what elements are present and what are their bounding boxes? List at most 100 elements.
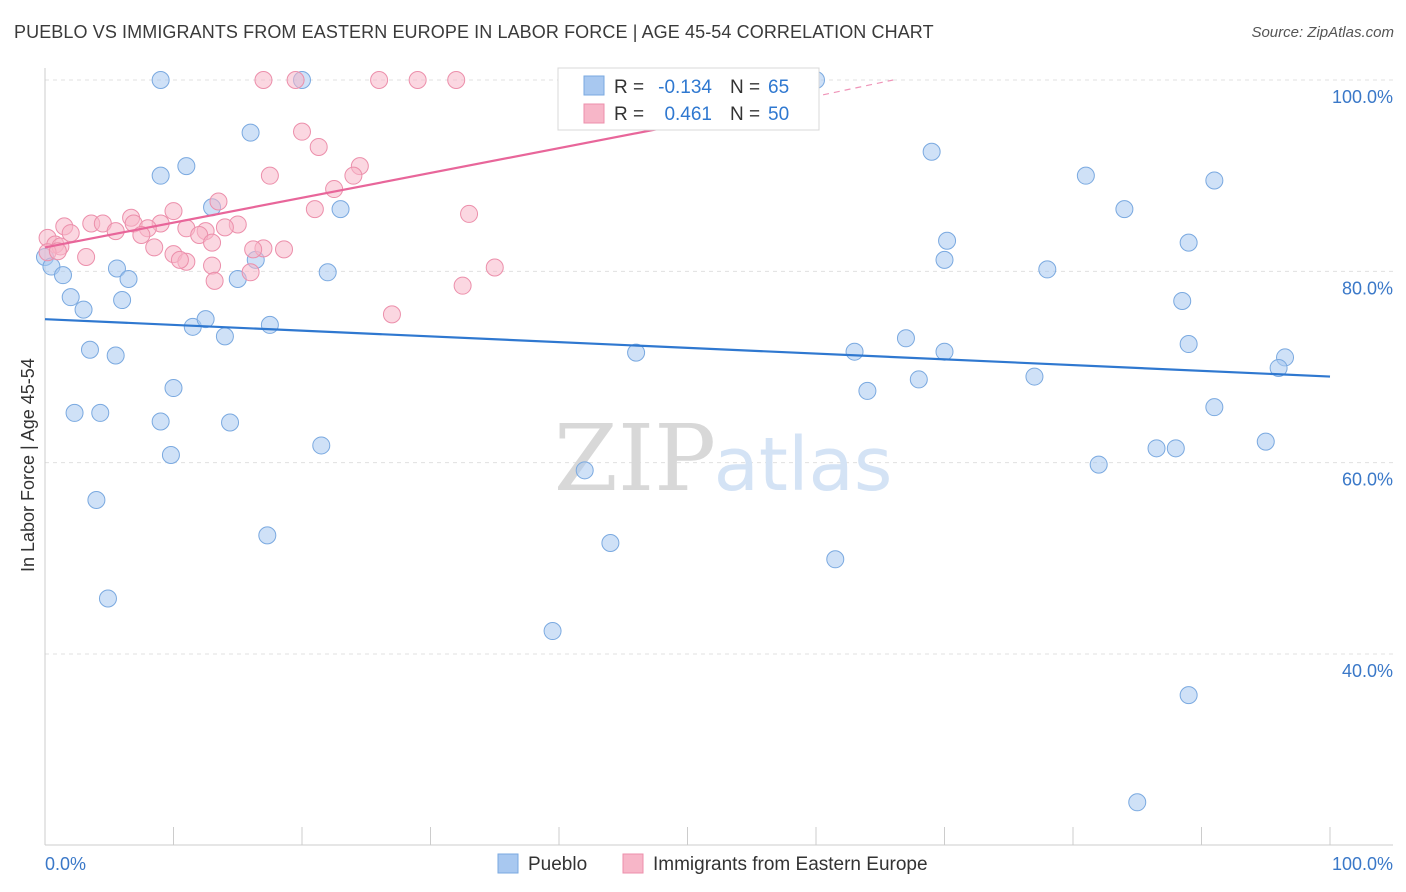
stats-n-value-1: 50 — [768, 104, 789, 125]
immigrants-point — [325, 180, 344, 199]
pueblo-point — [1038, 260, 1057, 279]
pueblo-point — [1269, 358, 1288, 377]
immigrants-point — [344, 166, 363, 185]
pueblo-point — [113, 291, 132, 310]
immigrants-point — [164, 202, 183, 221]
pueblo-point — [215, 327, 234, 346]
pueblo-point — [601, 534, 620, 553]
immigrants-point — [244, 240, 263, 259]
stats-r-value-1: 0.461 — [664, 104, 712, 125]
pueblo-point — [107, 259, 126, 278]
pueblo-point — [91, 403, 110, 422]
immigrants-point — [254, 71, 273, 89]
immigrants-point — [447, 71, 466, 89]
watermark-atlas: atlas — [714, 422, 893, 508]
immigrants-trend-line — [44, 121, 695, 249]
chart-title: PUEBLO VS IMMIGRANTS FROM EASTERN EUROPE… — [14, 22, 934, 42]
pueblo-point — [1256, 432, 1275, 451]
pueblo-point — [260, 315, 279, 334]
immigrants-point — [370, 71, 389, 89]
x-tick-label: 100.0% — [1332, 854, 1393, 874]
immigrants-point — [293, 122, 311, 141]
pueblo-point — [151, 412, 170, 431]
pueblo-point — [922, 142, 941, 161]
pueblo-point — [318, 263, 337, 282]
stats-swatch-immigrants — [583, 103, 605, 124]
y-tick-label: 100.0% — [1332, 87, 1393, 107]
stats-swatch-pueblo — [583, 75, 605, 96]
tick-labels: 40.0% 60.0% 80.0% 100.0% 0.0% 100.0% — [45, 87, 1393, 874]
pueblo-point — [87, 490, 106, 509]
pueblo-point — [845, 342, 864, 361]
immigrants-point — [145, 238, 164, 257]
pueblo-point — [164, 379, 183, 398]
pueblo-point — [119, 269, 138, 288]
stats-r-label-1: R = — [614, 104, 644, 125]
immigrants-point — [205, 271, 224, 290]
pueblo-point — [53, 266, 72, 285]
stats-n-label-1: N = — [730, 104, 760, 125]
immigrants-point — [241, 263, 260, 282]
pueblo-point — [935, 250, 954, 269]
x-tick-label: 0.0% — [45, 854, 86, 874]
pueblo-point — [80, 340, 99, 359]
immigrants-point — [453, 276, 472, 295]
y-axis-label: In Labor Force | Age 45-54 — [18, 358, 38, 572]
series-pueblo — [36, 71, 1295, 812]
immigrants-point — [260, 166, 279, 185]
series-immigrants-eastern-europe — [38, 71, 504, 324]
pueblo-point — [177, 157, 196, 176]
pueblo-point — [1128, 793, 1147, 812]
pueblo-point — [312, 436, 331, 455]
immigrants-point — [106, 222, 125, 241]
pueblo-trend-line — [44, 318, 1331, 378]
source-label: Source: ZipAtlas.com — [1251, 24, 1394, 41]
immigrants-point — [77, 247, 96, 266]
pueblo-point — [627, 343, 646, 362]
immigrants-point — [408, 71, 427, 89]
immigrants-point — [309, 137, 328, 156]
legend-label-pueblo: Pueblo — [528, 854, 587, 875]
legend-swatch-pueblo — [497, 853, 519, 874]
pueblo-point — [61, 288, 80, 307]
stats-n-value-0: 65 — [768, 77, 789, 98]
pueblo-point — [161, 446, 180, 465]
watermark: ZIP atlas — [554, 405, 893, 512]
pueblo-point — [935, 342, 954, 361]
legend-label-immigrants: Immigrants from Eastern Europe — [653, 854, 928, 875]
watermark-zip: ZIP — [554, 405, 716, 512]
pueblo-point — [106, 346, 125, 365]
pueblo-point — [896, 329, 915, 348]
stats-r-value-0: -0.134 — [658, 77, 712, 98]
pueblo-point — [74, 300, 93, 319]
stats-n-label-0: N = — [730, 77, 760, 98]
y-tick-label: 40.0% — [1342, 661, 1393, 681]
pueblo-point — [1173, 291, 1192, 310]
pueblo-point — [858, 381, 877, 400]
stats-legend: R = -0.134 N = 65 R = 0.461 N = 50 — [557, 67, 820, 131]
immigrants-point — [286, 71, 305, 89]
immigrants-point — [48, 242, 67, 261]
pueblo-point — [98, 589, 117, 608]
pueblo-point — [1179, 335, 1198, 354]
immigrants-point — [203, 256, 222, 275]
immigrants-point — [209, 192, 228, 211]
pueblo-point — [258, 526, 277, 545]
immigrants-point — [170, 250, 189, 269]
pueblo-point — [1205, 171, 1224, 190]
pueblo-point — [1076, 166, 1095, 185]
pueblo-point — [331, 200, 350, 219]
pueblo-point — [196, 310, 215, 329]
pueblo-point — [221, 413, 240, 432]
gridlines — [45, 79, 1393, 655]
immigrants-point — [382, 305, 401, 324]
pueblo-point — [1205, 398, 1224, 417]
pueblo-point — [151, 71, 170, 89]
pueblo-point — [575, 461, 594, 480]
pueblo-point — [1115, 200, 1134, 219]
pueblo-point — [1089, 455, 1108, 474]
legend: Pueblo Immigrants from Eastern Europe — [497, 853, 928, 875]
immigrants-point — [460, 204, 479, 223]
pueblo-point — [1179, 686, 1198, 705]
